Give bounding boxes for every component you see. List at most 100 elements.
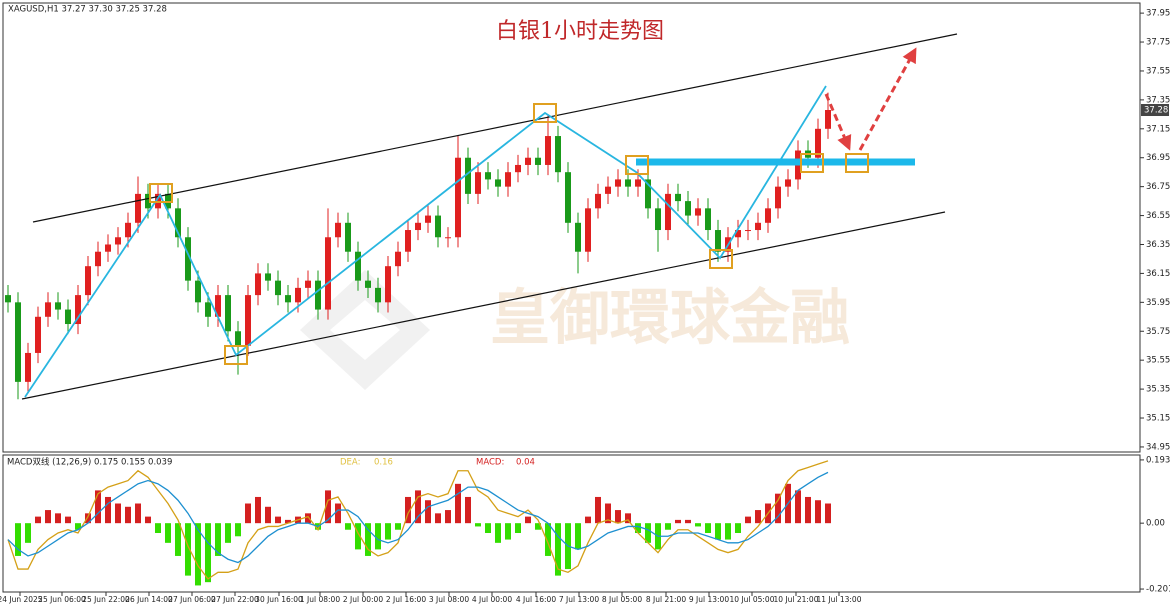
candle-body: [335, 222, 341, 238]
macd-bar: [475, 523, 481, 527]
candle-body: [65, 309, 71, 325]
macd-bar: [535, 523, 541, 530]
candle-body: [815, 128, 821, 158]
candle-body: [75, 295, 81, 325]
y-tick-label: 35.75: [1146, 327, 1170, 337]
macd-bar: [485, 523, 491, 534]
macd-bar: [665, 523, 671, 530]
x-tick-label: 4 Jul 00:00: [472, 595, 512, 604]
candle-body: [705, 208, 711, 231]
candle-body: [525, 157, 531, 165]
candle-body: [435, 215, 441, 238]
candle-body: [745, 230, 751, 232]
candle-body: [635, 179, 641, 187]
candle-body: [45, 302, 51, 317]
macd-bar: [205, 523, 211, 583]
candle-body: [695, 208, 701, 216]
x-tick-label: 11 Jul 13:00: [817, 595, 862, 604]
y-tick-label: 35.15: [1146, 414, 1170, 424]
x-tick-label: 24 Jun 2025: [0, 595, 43, 604]
candle-body: [775, 186, 781, 209]
candle-body: [325, 237, 331, 310]
x-tick-label: 7 Jul 13:00: [559, 595, 599, 604]
candle-body: [475, 172, 481, 194]
dea-value: 0.16: [374, 458, 393, 468]
macd-value: 0.04: [516, 458, 535, 468]
candle-body: [265, 273, 271, 281]
candle-body: [565, 172, 571, 223]
candle-body: [755, 222, 761, 231]
macd-bar: [65, 516, 71, 524]
macd-bar: [725, 523, 731, 540]
macd-header: MACD双线 (12,26,9) 0.175 0.155 0.039: [7, 457, 172, 468]
macd-bar: [125, 506, 131, 524]
macd-bar: [75, 523, 81, 530]
macd-bar: [55, 513, 61, 524]
x-tick-label: 27 Jun 06:00: [168, 595, 216, 604]
dea-label: DEA:: [340, 458, 360, 468]
macd-bar: [705, 523, 711, 534]
y-tick-label: 37.15: [1146, 124, 1170, 134]
macd-bar: [455, 483, 461, 524]
x-tick-label: 3 Jul 08:00: [429, 595, 469, 604]
macd-bar: [545, 523, 551, 556]
candle-body: [345, 222, 351, 252]
candle-body: [315, 280, 321, 310]
macd-bar: [405, 496, 411, 524]
macd-bar: [155, 523, 161, 534]
macd-bar: [45, 510, 51, 524]
candle-body: [35, 316, 41, 353]
macd-bar: [615, 510, 621, 524]
candle-body: [445, 237, 451, 239]
y-tick-label: 35.95: [1146, 298, 1170, 308]
macd-bar: [465, 496, 471, 524]
macd-bar: [635, 523, 641, 534]
price-panel: [2, 2, 1141, 453]
y-tick-label: 35.55: [1146, 356, 1170, 366]
x-tick-label: 27 Jun 22:00: [211, 595, 259, 604]
x-tick-label: 8 Jul 21:00: [646, 595, 686, 604]
candle-body: [55, 302, 61, 310]
macd-bar: [165, 523, 171, 543]
macd-bar: [395, 523, 401, 530]
macd-bar: [595, 496, 601, 524]
y-tick-label: 37.95: [1146, 9, 1170, 19]
macd-bar: [795, 490, 801, 524]
candle-body: [275, 280, 281, 296]
candle-body: [665, 193, 671, 231]
x-tick-label: 30 Jun 16:00: [255, 595, 303, 604]
x-tick-label: 10 Jul 21:00: [774, 595, 819, 604]
candle-body: [605, 186, 611, 194]
candle-body: [455, 157, 461, 238]
candle-body: [135, 193, 141, 223]
x-tick-label: 26 Jun 14:00: [125, 595, 173, 604]
macd-bar: [185, 523, 191, 576]
macd-bar: [15, 523, 21, 556]
macd-bar: [95, 490, 101, 524]
macd-bar: [275, 516, 281, 524]
candle-body: [715, 230, 721, 252]
candle-body: [545, 136, 551, 165]
y-tick-label: 36.75: [1146, 182, 1170, 192]
macd-bar: [515, 523, 521, 534]
x-tick-label: 8 Jul 05:00: [602, 595, 642, 604]
candle-body: [125, 222, 131, 238]
candle-body: [535, 157, 541, 165]
macd-bar: [715, 523, 721, 540]
macd-bar: [495, 523, 501, 543]
candle-body: [385, 266, 391, 303]
candle-body: [305, 280, 311, 288]
macd-bar: [25, 523, 31, 543]
candle-body: [625, 179, 631, 187]
x-tick-label: 25 Jun 06:00: [38, 595, 86, 604]
candle-body: [245, 295, 251, 346]
y-tick-label: 36.15: [1146, 269, 1170, 279]
candle-body: [85, 266, 91, 296]
x-tick-label: 25 Jun 22:00: [82, 595, 130, 604]
macd-bar: [245, 503, 251, 524]
macd-bar: [735, 523, 741, 534]
macd-bar: [575, 523, 581, 550]
candle-body: [415, 222, 421, 231]
y-tick-label: 0.193: [1146, 455, 1170, 465]
candle-body: [585, 208, 591, 252]
